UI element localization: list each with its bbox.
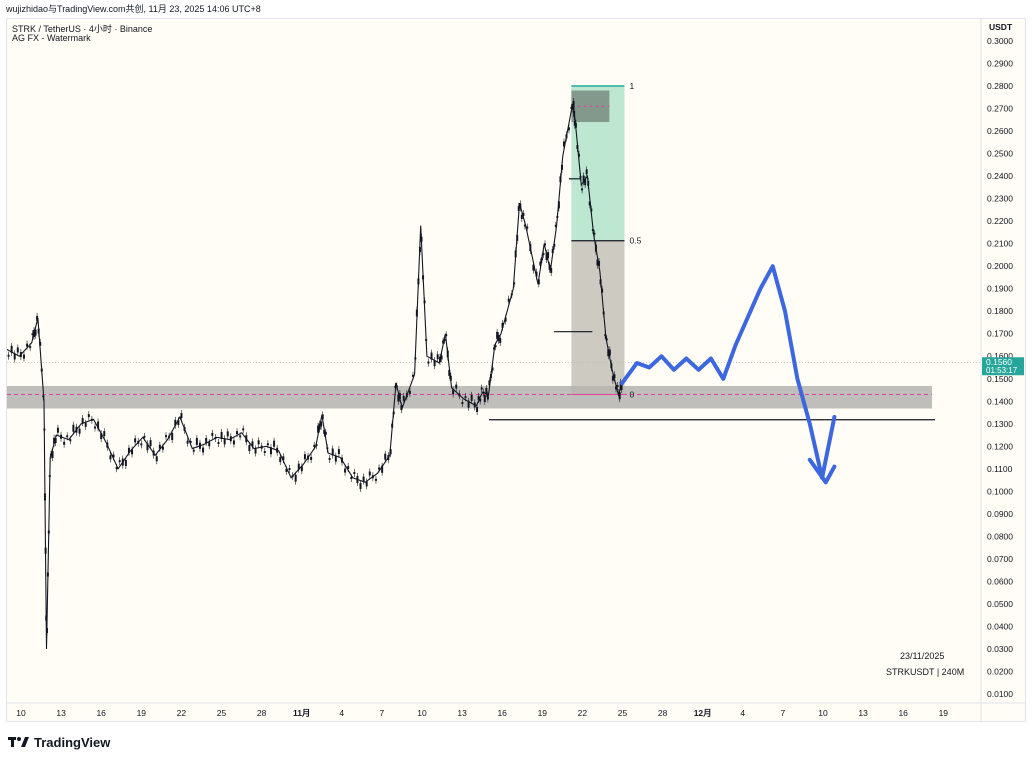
date-tick-label: 22 bbox=[177, 708, 187, 718]
date-tick-label: 19 bbox=[538, 708, 548, 718]
footer-date: 23/11/2025 bbox=[900, 651, 945, 661]
price-tick-label: 0.0200 bbox=[987, 666, 1013, 676]
price-tick-label: 0.2600 bbox=[987, 126, 1013, 136]
price-tick-label: 0.1000 bbox=[987, 486, 1013, 496]
price-path bbox=[7, 103, 623, 650]
date-tick-label: 13 bbox=[457, 708, 467, 718]
price-tick-label: 0.2100 bbox=[987, 239, 1013, 249]
chart-frame[interactable]: 0.3000 0.2900 0.2800 0.2700 0.2600 0.2500 0.24… bbox=[6, 18, 1026, 722]
price-tick-label: 0.2900 bbox=[987, 59, 1013, 69]
date-tick-label: 22 bbox=[578, 708, 588, 718]
tradingview-logo-icon bbox=[8, 737, 29, 747]
current-price-tag bbox=[982, 357, 1024, 376]
date-tick-label: 16 bbox=[497, 708, 507, 718]
date-tick-label: 10 bbox=[417, 708, 427, 718]
price-tick-label: 0.2700 bbox=[987, 104, 1013, 114]
tradingview-logo[interactable]: TradingView bbox=[8, 733, 110, 751]
date-tick-label: 28 bbox=[658, 708, 668, 718]
date-tick-label: 13 bbox=[858, 708, 868, 718]
price-tick-label: 0.3000 bbox=[987, 36, 1013, 46]
date-tick-label: 12月 bbox=[694, 708, 712, 718]
date-tick-label: 4 bbox=[339, 708, 344, 718]
price-tick-label: 0.0700 bbox=[987, 554, 1013, 564]
date-tick-label: 13 bbox=[56, 708, 66, 718]
price-tick-label: 0.0100 bbox=[987, 689, 1013, 699]
fib-lower-zone bbox=[571, 240, 625, 395]
date-tick-label: 19 bbox=[137, 708, 147, 718]
price-tick-label: 0.2300 bbox=[987, 194, 1013, 204]
date-tick-label: 16 bbox=[96, 708, 106, 718]
price-tick-label: 0.0300 bbox=[987, 644, 1013, 654]
price-tick-label: 0.0400 bbox=[987, 621, 1013, 631]
date-tick-label: 16 bbox=[898, 708, 908, 718]
price-tick-label: 0.1800 bbox=[987, 306, 1013, 316]
price-tick-label: 0.1700 bbox=[987, 329, 1013, 339]
date-tick-label: 4 bbox=[740, 708, 745, 718]
current-price-countdown: 01:53:17 bbox=[986, 366, 1018, 375]
symbol-legend[interactable]: STRK / TetherUS · 4小时 · Binance bbox=[12, 24, 153, 34]
chart-svg[interactable]: 0.3000 0.2900 0.2800 0.2700 0.2600 0.2500 0.24… bbox=[7, 19, 1025, 721]
price-tick-label: 0.1100 bbox=[987, 464, 1013, 474]
price-tick-label: 0.1600 bbox=[987, 351, 1013, 361]
tradingview-logo-text: TradingView bbox=[34, 734, 111, 750]
footer-symbol: STRKUSDT | 240M bbox=[886, 667, 965, 677]
price-tick-label: 0.0900 bbox=[987, 509, 1013, 519]
date-tick-label: 28 bbox=[257, 708, 267, 718]
indicator-legend[interactable]: AG FX - Watermark bbox=[12, 33, 91, 43]
price-tick-label: 0.1900 bbox=[987, 284, 1013, 294]
fib-level-label: 0 bbox=[630, 390, 635, 400]
attribution-text: wujizhidao与TradingView.com共创, 11月 23, 20… bbox=[6, 4, 261, 14]
price-tick-label: 0.1200 bbox=[987, 441, 1013, 451]
support-zone bbox=[7, 385, 932, 409]
price-tick-label: 0.2500 bbox=[987, 149, 1013, 159]
attribution-bar: wujizhidao与TradingView.com共创, 11月 23, 20… bbox=[0, 0, 1032, 18]
price-tick-label: 0.2200 bbox=[987, 216, 1013, 226]
price-tick-label: 0.1400 bbox=[987, 396, 1013, 406]
current-price-value: 0.1560 bbox=[986, 357, 1012, 367]
date-tick-label: 10 bbox=[818, 708, 828, 718]
price-tick-label: 0.1300 bbox=[987, 419, 1013, 429]
price-tick-label: 0.2400 bbox=[987, 171, 1013, 181]
date-tick-label: 11月 bbox=[293, 708, 311, 718]
date-tick-label: 7 bbox=[380, 708, 385, 718]
price-tick-label: 0.0600 bbox=[987, 576, 1013, 586]
date-tick-label: 19 bbox=[939, 708, 949, 718]
price-tick-label: 0.1500 bbox=[987, 374, 1013, 384]
price-tick-label: 0.0500 bbox=[987, 599, 1013, 609]
date-tick-label: 25 bbox=[217, 708, 227, 718]
price-tick-label: 0.2800 bbox=[987, 81, 1013, 91]
date-tick-label: 25 bbox=[618, 708, 628, 718]
date-tick-label: 7 bbox=[781, 708, 786, 718]
projection-path bbox=[620, 264, 837, 480]
fib-level-label: 0.5 bbox=[630, 236, 642, 246]
price-axis-title: USDT bbox=[989, 22, 1013, 32]
price-tick-label: 0.0800 bbox=[987, 531, 1013, 541]
price-tick-label: 0.2000 bbox=[987, 261, 1013, 271]
fib-level-label: 1 bbox=[630, 81, 635, 91]
date-tick-label: 10 bbox=[16, 708, 26, 718]
projection-arrowhead bbox=[807, 457, 837, 485]
